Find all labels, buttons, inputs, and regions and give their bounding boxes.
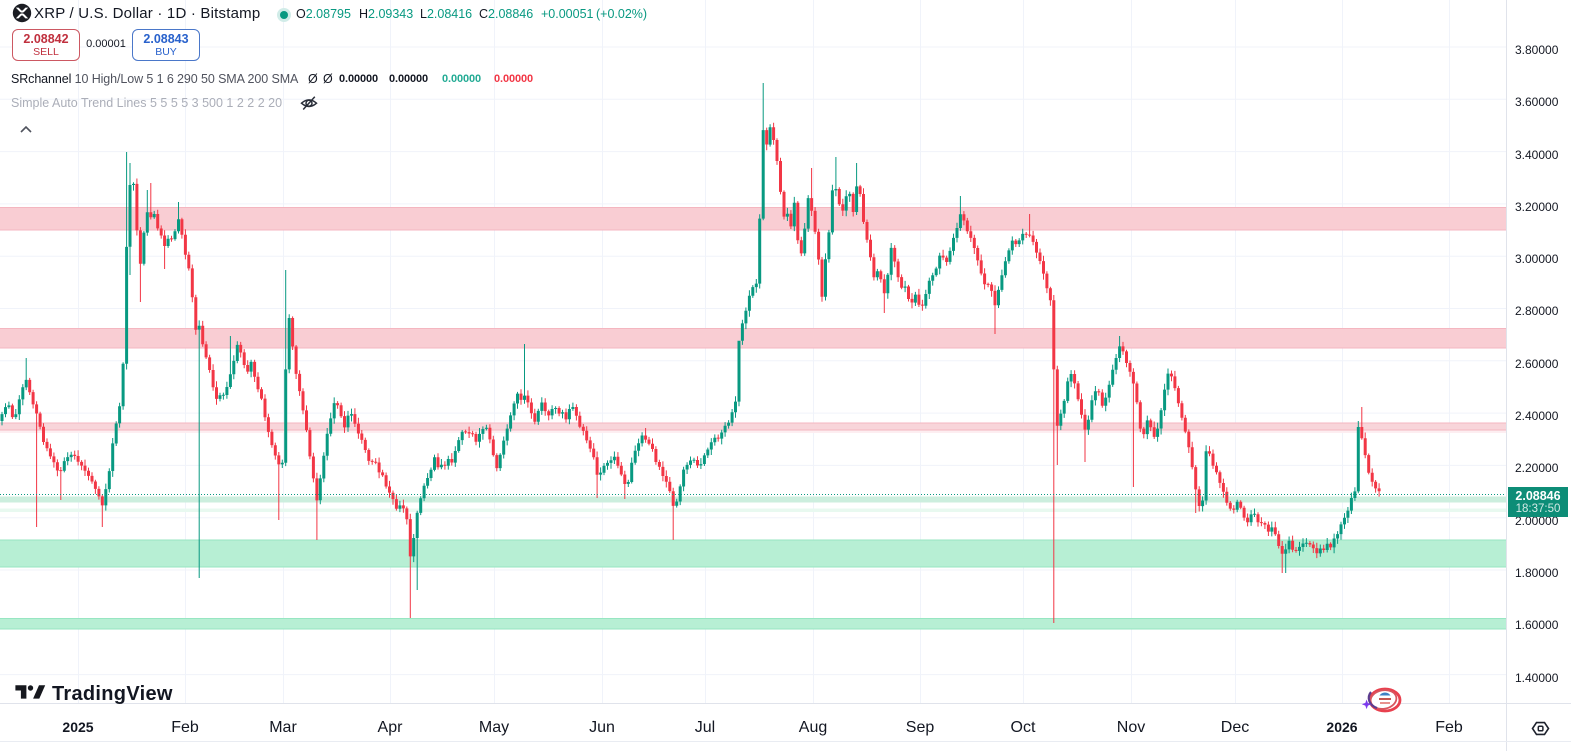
svg-text:TradingView: TradingView bbox=[52, 683, 173, 705]
